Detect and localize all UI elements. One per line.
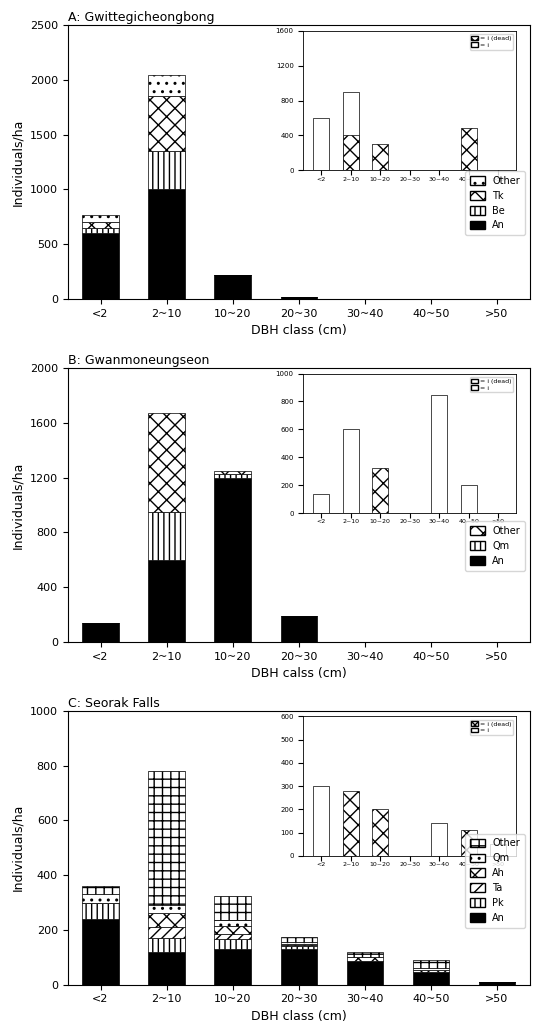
Bar bbox=[148, 512, 185, 559]
Bar bbox=[148, 951, 185, 984]
Y-axis label: Individuals/ha: Individuals/ha bbox=[11, 804, 24, 891]
Bar bbox=[214, 934, 251, 940]
Bar bbox=[214, 940, 251, 949]
Bar bbox=[82, 919, 118, 984]
Bar bbox=[148, 771, 185, 905]
Bar bbox=[347, 962, 383, 984]
Bar bbox=[148, 938, 185, 951]
Bar bbox=[214, 475, 251, 478]
Legend: Other, Qm, An: Other, Qm, An bbox=[465, 521, 525, 571]
Bar bbox=[148, 913, 185, 927]
Bar bbox=[281, 942, 317, 944]
Bar bbox=[148, 189, 185, 299]
Bar bbox=[82, 894, 118, 903]
Bar bbox=[148, 414, 185, 512]
Bar bbox=[82, 886, 118, 894]
Bar bbox=[82, 622, 118, 642]
Bar bbox=[214, 925, 251, 934]
Bar bbox=[82, 227, 118, 234]
Bar bbox=[214, 920, 251, 925]
Bar bbox=[413, 972, 449, 984]
Y-axis label: Individuals/ha: Individuals/ha bbox=[11, 461, 24, 549]
Text: A: Gwittegicheongbong: A: Gwittegicheongbong bbox=[68, 11, 214, 24]
Bar bbox=[281, 937, 317, 942]
Bar bbox=[214, 275, 251, 299]
Bar bbox=[82, 903, 118, 919]
Bar bbox=[281, 944, 317, 945]
Bar bbox=[148, 151, 185, 189]
Bar bbox=[148, 74, 185, 96]
Bar bbox=[148, 559, 185, 642]
Y-axis label: Individuals/ha: Individuals/ha bbox=[11, 119, 24, 206]
Bar bbox=[214, 478, 251, 642]
Bar bbox=[82, 222, 118, 227]
Bar bbox=[413, 960, 449, 968]
Bar bbox=[214, 895, 251, 920]
Bar bbox=[347, 957, 383, 962]
Bar bbox=[148, 96, 185, 151]
Bar bbox=[214, 470, 251, 475]
Bar bbox=[281, 946, 317, 949]
Bar bbox=[148, 905, 185, 913]
X-axis label: DBH calss (cm): DBH calss (cm) bbox=[251, 667, 347, 680]
Bar bbox=[82, 215, 118, 222]
Bar bbox=[281, 945, 317, 946]
Bar bbox=[413, 970, 449, 972]
Legend: Other, Tk, Be, An: Other, Tk, Be, An bbox=[465, 171, 525, 236]
Bar bbox=[479, 982, 515, 984]
Bar bbox=[413, 968, 449, 970]
Text: B: Gwanmoneungseon: B: Gwanmoneungseon bbox=[68, 354, 209, 367]
Bar bbox=[281, 616, 317, 642]
Text: C: Seorak Falls: C: Seorak Falls bbox=[68, 697, 159, 709]
Bar bbox=[281, 297, 317, 299]
Bar bbox=[82, 234, 118, 299]
X-axis label: DBH class (cm): DBH class (cm) bbox=[251, 325, 347, 337]
Legend: Other, Qm, Ah, Ta, Pk, An: Other, Qm, Ah, Ta, Pk, An bbox=[465, 833, 525, 927]
Bar bbox=[214, 949, 251, 984]
Bar bbox=[148, 927, 185, 938]
Bar bbox=[281, 949, 317, 984]
Bar bbox=[347, 951, 383, 957]
X-axis label: DBH class (cm): DBH class (cm) bbox=[251, 1010, 347, 1023]
